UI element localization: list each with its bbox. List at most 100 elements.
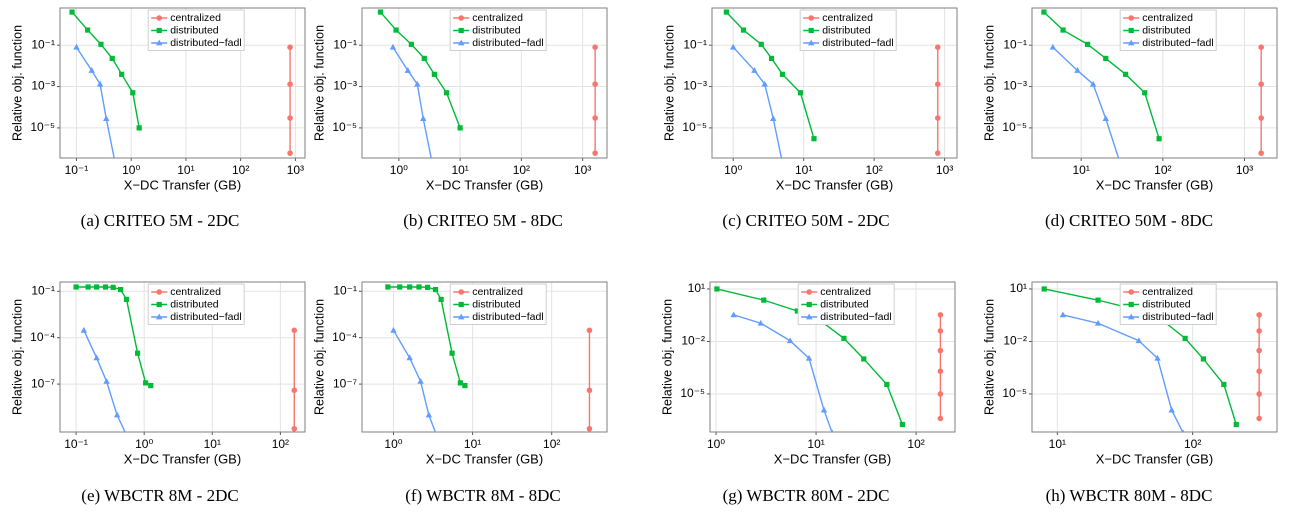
legend-marker bbox=[156, 289, 162, 295]
y-axis-label: Relative obj. function bbox=[660, 299, 674, 415]
plot-border bbox=[1031, 281, 1278, 433]
x-tick-label: 10¹ bbox=[1049, 437, 1066, 451]
x-tick-label: 10² bbox=[543, 437, 560, 451]
y-axis-label: Relative obj. function bbox=[982, 25, 996, 141]
y-tick-label: 10⁻¹ bbox=[31, 283, 55, 297]
marker bbox=[130, 90, 136, 96]
marker bbox=[119, 71, 125, 77]
panel: 10¹ 10² 10³ 10⁻¹ 10⁻³ 10⁻⁵ X−DC Transfer (GB) R… bbox=[982, 7, 1278, 192]
marker bbox=[432, 286, 439, 293]
x-tick-label: 10¹ bbox=[177, 163, 194, 177]
legend-marker bbox=[156, 15, 162, 21]
marker bbox=[112, 160, 118, 166]
marker bbox=[73, 284, 79, 290]
marker bbox=[1258, 44, 1264, 51]
legend-label: distributed bbox=[170, 24, 219, 36]
x-tick-label: 10² bbox=[865, 163, 882, 177]
marker bbox=[134, 350, 141, 356]
plot-border bbox=[1031, 7, 1278, 159]
y-tick-label: 10⁻¹ bbox=[333, 37, 357, 51]
marker bbox=[1059, 311, 1067, 318]
y-tick-label: 10⁻² bbox=[681, 334, 705, 348]
marker bbox=[937, 368, 944, 374]
marker bbox=[730, 43, 737, 50]
x-tick-label: 10¹ bbox=[451, 163, 468, 177]
marker bbox=[98, 41, 104, 47]
marker bbox=[123, 296, 130, 302]
marker bbox=[425, 284, 431, 290]
marker bbox=[786, 337, 794, 344]
x-tick-label: 10¹ bbox=[464, 437, 481, 451]
legend-label: distributed bbox=[822, 24, 871, 36]
marker bbox=[592, 150, 598, 156]
marker bbox=[586, 327, 593, 334]
marker bbox=[126, 431, 127, 432]
legend-marker bbox=[458, 15, 465, 21]
marker bbox=[148, 383, 154, 389]
marker bbox=[1123, 71, 1129, 77]
x-axis-label: X−DC Transfer (GB) bbox=[124, 451, 241, 466]
marker bbox=[751, 67, 758, 73]
marker bbox=[1095, 297, 1101, 303]
data-area bbox=[1041, 9, 1264, 158]
plot-border bbox=[711, 7, 958, 159]
marker bbox=[758, 41, 764, 47]
plot-border bbox=[59, 281, 306, 433]
marker bbox=[136, 125, 142, 131]
panel: 10⁰ 10¹ 10² 10⁻¹ 10⁻⁴ 10⁻⁷ X−DC Transfer (GB) R… bbox=[312, 281, 608, 466]
marker bbox=[287, 81, 293, 87]
y-tick-label: 10⁻⁵ bbox=[1002, 120, 1027, 134]
marker bbox=[80, 326, 88, 333]
x-tick-label: 10¹ bbox=[1072, 163, 1089, 177]
legend-label: centralized bbox=[472, 12, 523, 24]
legend-marker bbox=[156, 27, 162, 34]
x-axis-label: X−DC Transfer (GB) bbox=[426, 177, 543, 192]
series-line bbox=[387, 286, 466, 387]
plot-border bbox=[361, 7, 608, 159]
marker bbox=[811, 136, 817, 142]
marker bbox=[457, 380, 463, 386]
marker bbox=[389, 43, 397, 50]
marker bbox=[94, 284, 100, 290]
legend-marker bbox=[808, 27, 814, 34]
legend-label: centralized bbox=[820, 286, 871, 298]
x-tick-label: 10³ bbox=[574, 163, 591, 177]
marker bbox=[1221, 381, 1227, 388]
panel: 10⁻¹ 10⁰ 10¹ 10² 10⁻¹ 10⁻⁴ 10⁻⁷ X−DC Transfer (… bbox=[10, 281, 306, 466]
legend-label: distributed−fadl bbox=[820, 311, 892, 323]
marker bbox=[96, 80, 104, 87]
marker bbox=[431, 71, 437, 77]
legend-label: centralized bbox=[170, 286, 221, 298]
x-tick-label: 10⁰ bbox=[122, 163, 140, 177]
y-tick-label: 10⁻⁷ bbox=[333, 376, 357, 390]
y-tick-label: 10⁻³ bbox=[683, 79, 707, 93]
legend-label: centralized bbox=[472, 286, 523, 298]
legend-label: centralized bbox=[1142, 286, 1193, 298]
y-tick-label: 10⁻¹ bbox=[333, 283, 357, 297]
series-line bbox=[716, 288, 904, 425]
marker bbox=[407, 284, 413, 290]
legend-marker bbox=[458, 313, 465, 320]
data-area bbox=[1041, 286, 1262, 432]
legend-marker bbox=[458, 301, 464, 308]
caption: (h) WBCTR 80M - 8DC bbox=[1046, 486, 1213, 505]
legend-marker bbox=[458, 289, 465, 295]
marker bbox=[937, 328, 944, 334]
x-axis-label: X−DC Transfer (GB) bbox=[1096, 451, 1213, 466]
marker bbox=[1085, 41, 1091, 47]
marker bbox=[390, 326, 397, 333]
y-tick-label: 10⁻⁵ bbox=[1002, 386, 1027, 400]
marker bbox=[1256, 391, 1262, 397]
marker bbox=[714, 286, 720, 292]
marker bbox=[1041, 286, 1047, 292]
marker bbox=[110, 284, 116, 290]
x-tick-label: 10² bbox=[513, 163, 530, 177]
x-tick-label: 10⁰ bbox=[384, 437, 402, 451]
y-tick-label: 10⁻⁵ bbox=[682, 120, 707, 134]
legend-marker bbox=[1128, 15, 1134, 21]
marker bbox=[761, 297, 767, 303]
